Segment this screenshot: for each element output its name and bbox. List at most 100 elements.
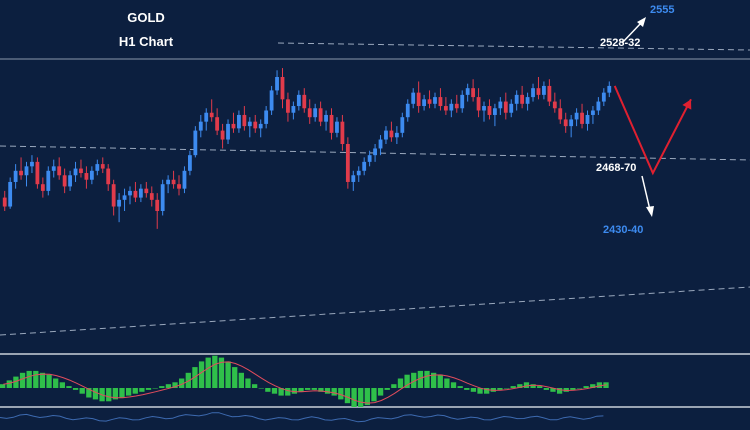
histogram-bar — [245, 378, 251, 388]
histogram-bar — [311, 388, 317, 390]
candle-body — [471, 88, 476, 98]
candle-body — [264, 110, 269, 124]
arrow-down-breakout-icon — [641, 175, 651, 211]
histogram-bar — [291, 388, 298, 394]
histogram-bar — [271, 388, 278, 394]
candle-body — [394, 132, 399, 138]
histogram-bar — [66, 386, 72, 388]
histogram-bar — [251, 384, 258, 388]
candle-body — [133, 190, 138, 198]
candle-body — [51, 166, 56, 171]
candle-body — [454, 103, 459, 109]
histogram-bar — [285, 388, 291, 396]
histogram-bar — [152, 388, 158, 389]
candle-body — [313, 108, 318, 118]
histogram-bar — [503, 388, 510, 389]
histogram-bar — [351, 388, 357, 407]
candle-body — [307, 108, 312, 118]
histogram-bar — [583, 386, 589, 388]
candle-body — [275, 77, 279, 91]
candle-body — [258, 123, 263, 129]
histogram-bar — [218, 357, 225, 388]
candle-body — [389, 130, 394, 138]
histogram-bar — [258, 388, 264, 389]
candle-body — [509, 103, 514, 113]
histogram-bar — [331, 388, 337, 396]
candle-body — [427, 99, 432, 104]
histogram-bar — [384, 388, 390, 390]
candle-body — [144, 188, 149, 194]
candle-body — [356, 170, 361, 176]
candle-body — [62, 175, 67, 187]
candle-body — [552, 101, 557, 109]
candle-body — [465, 88, 470, 95]
resistance-zone-label: 2528-32 — [600, 37, 640, 49]
candle-body — [198, 121, 203, 131]
histogram-bar — [417, 370, 424, 388]
candle-body — [215, 117, 220, 131]
candle-body — [384, 130, 388, 140]
candle-body — [187, 155, 192, 171]
candle-body — [8, 181, 13, 207]
candle-body — [362, 161, 367, 171]
histogram-bar — [523, 382, 530, 388]
histogram-bar — [391, 384, 397, 388]
histogram-bar — [338, 388, 344, 400]
histogram-bar — [159, 386, 165, 388]
candle-body — [329, 114, 334, 133]
histogram-bar — [358, 388, 364, 407]
candle-body — [35, 161, 40, 185]
candle-body — [237, 114, 241, 129]
target-down-label: 2430-40 — [603, 224, 643, 236]
candle-body — [340, 121, 345, 144]
histogram-bar — [72, 388, 79, 390]
candle-body — [378, 139, 383, 149]
candle-body — [498, 101, 503, 109]
candle-body — [591, 110, 595, 115]
histogram-bar — [145, 388, 152, 390]
candle-body — [438, 97, 443, 107]
histogram-bar — [119, 388, 125, 398]
candle-body — [416, 92, 421, 107]
histogram-bar — [324, 388, 331, 394]
histogram-bar — [537, 386, 543, 388]
histogram-bar — [225, 361, 231, 388]
arrow-up-breakout-head-icon — [637, 17, 646, 27]
projection-arrowhead-icon — [682, 99, 692, 110]
histogram-bar — [112, 388, 119, 400]
histogram-bar — [371, 388, 377, 402]
candle-body — [476, 97, 481, 111]
candle-body — [585, 114, 590, 124]
histogram-bar — [497, 388, 503, 390]
candle-body — [318, 108, 323, 122]
histogram-bar — [424, 370, 430, 388]
histogram-bar — [530, 384, 536, 388]
histogram-bar — [437, 374, 443, 388]
projection-path — [613, 85, 692, 176]
histogram-bar — [198, 361, 205, 388]
histogram-bar — [576, 388, 583, 389]
candle-body — [280, 77, 285, 100]
candle-body — [574, 112, 579, 120]
candle-body — [220, 130, 225, 140]
candle-body — [492, 108, 497, 115]
histogram-bar — [19, 372, 26, 388]
oscillator-line — [0, 412, 604, 423]
histogram-bar — [477, 388, 483, 394]
arrow-down-breakout-head-icon — [646, 206, 654, 217]
candle-body — [226, 123, 230, 140]
candle-body — [253, 121, 258, 129]
candle-body — [24, 166, 29, 176]
candle-body — [596, 101, 601, 111]
candle-body — [324, 114, 328, 122]
histogram-bar — [484, 388, 490, 394]
candle-body — [569, 119, 574, 127]
histogram-bar — [563, 388, 569, 392]
histogram-bar — [404, 374, 410, 388]
candle-body — [286, 99, 290, 113]
histogram-bar — [377, 388, 384, 396]
candle-body — [122, 195, 127, 200]
histogram-bar — [232, 367, 238, 388]
candle-body — [433, 97, 437, 104]
histogram-bar — [457, 386, 463, 388]
